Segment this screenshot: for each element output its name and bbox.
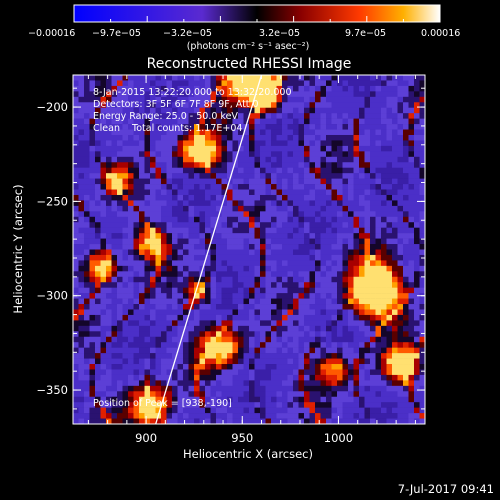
annotation-energy: Energy Range: 25.0 - 50.0 keV bbox=[93, 111, 238, 122]
x-axis-label: Heliocentric X (arcsec) bbox=[183, 447, 313, 461]
annotation-block: 8-Jan-2015 13:22:20.000 to 13:32:20.000 … bbox=[93, 87, 291, 134]
y-tick-label: −200 bbox=[36, 100, 68, 114]
y-axis-label: Heliocentric Y (arcsec) bbox=[11, 184, 25, 313]
heatmap-image bbox=[73, 75, 425, 424]
x-tick-label: 950 bbox=[231, 431, 253, 445]
colorbar-tick-label: 3.2e−05 bbox=[259, 28, 300, 39]
x-tick-label: 1000 bbox=[324, 431, 353, 445]
colorbar-unit: (photons cm⁻² s⁻¹ asec⁻²) bbox=[187, 41, 310, 52]
y-tick-label: −350 bbox=[36, 383, 68, 397]
annotation-detectors: Detectors: 3F 5F 6F 7F 8F 9F, Att 0 bbox=[93, 99, 259, 110]
plot-frame bbox=[72, 74, 426, 425]
colorbar-ticks bbox=[73, 16, 441, 22]
solar-limb-line bbox=[155, 75, 263, 424]
colorbar-tick-labels: −0.00016 −9.7e−05 −3.2e−05 3.2e−05 9.7e−… bbox=[28, 28, 460, 39]
annotation-time: 8-Jan-2015 13:22:20.000 to 13:32:20.000 bbox=[93, 87, 291, 98]
chart-title: Reconstructed RHESSI Image bbox=[147, 56, 352, 72]
colorbar-tick-label: 0.00016 bbox=[421, 28, 460, 39]
footer-timestamp: 7-Jul-2017 09:41 bbox=[398, 482, 494, 496]
x-tick-label: 900 bbox=[135, 431, 157, 445]
colorbar-tick-label: −3.2e−05 bbox=[163, 28, 212, 39]
colorbar-tick-label: −0.00016 bbox=[28, 28, 75, 39]
axis-ticks bbox=[73, 75, 425, 424]
axis-tick-labels: 900 950 1000 −200 −250 −300 −350 bbox=[36, 100, 353, 445]
colorbar-tick-label: 9.7e−05 bbox=[345, 28, 386, 39]
annotation-counts: Clean Total counts: 1.17E+04 bbox=[93, 123, 242, 134]
peak-position-label: Position of Peak = [938,-190] bbox=[93, 398, 232, 409]
y-tick-label: −250 bbox=[36, 194, 68, 208]
y-tick-label: −300 bbox=[36, 289, 68, 303]
colorbar-tick-label: −9.7e−05 bbox=[92, 28, 141, 39]
